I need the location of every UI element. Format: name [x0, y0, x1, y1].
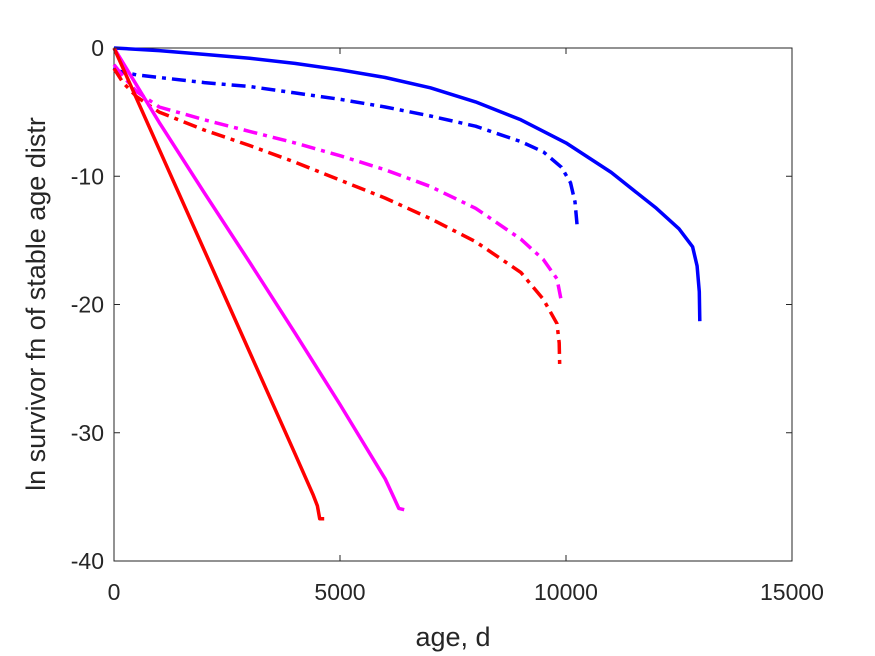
- series-line-1: [113, 46, 702, 322]
- series-line-2: [112, 65, 580, 228]
- y-tick-label: 0: [91, 35, 104, 61]
- y-tick-label: -30: [71, 420, 104, 446]
- series-line-5: [112, 47, 405, 512]
- x-tick-label: 15000: [760, 579, 824, 605]
- plot-area: [113, 47, 793, 562]
- series-layer: [112, 46, 702, 521]
- y-tick-label: -10: [71, 163, 104, 189]
- y-axis-label: ln survivor fn of stable age distr: [21, 117, 51, 491]
- x-axis-label: age, d: [415, 622, 490, 652]
- x-tick-label: 10000: [534, 579, 598, 605]
- y-tick-label: -20: [71, 292, 104, 318]
- tick-layer: 0 5000 10000 15000 0 -10 -20 -30 -40: [71, 35, 824, 605]
- x-tick-label: 0: [108, 579, 121, 605]
- series-line-4: [112, 67, 562, 367]
- series-line-6: [112, 47, 325, 521]
- x-tick-label: 5000: [314, 579, 365, 605]
- series-line-3: [112, 63, 564, 303]
- y-tick-label: -40: [71, 548, 104, 574]
